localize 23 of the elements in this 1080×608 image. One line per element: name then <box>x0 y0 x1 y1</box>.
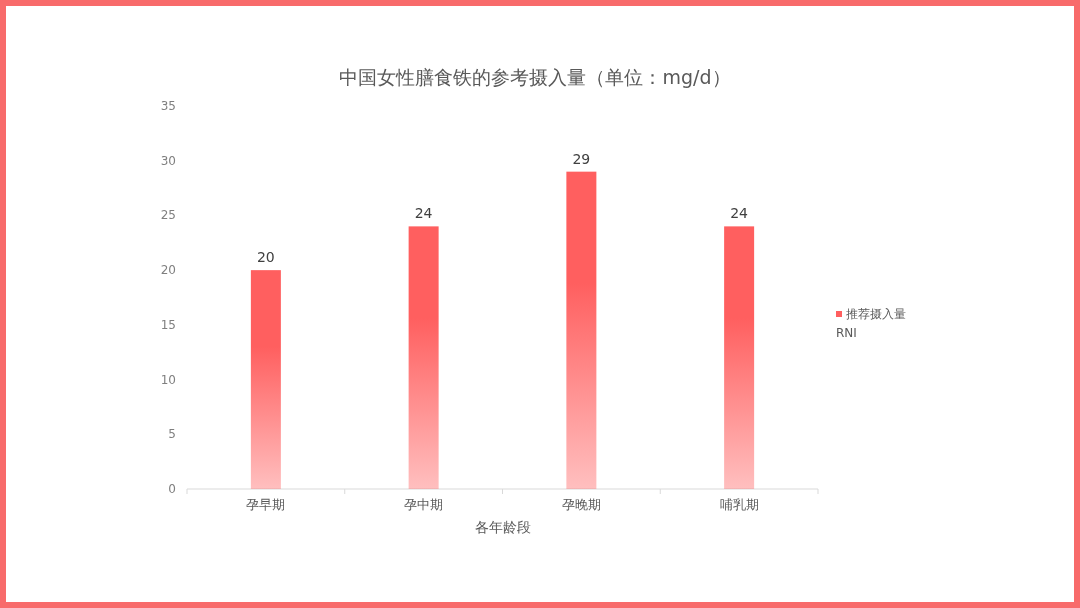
y-tick-label: 0 <box>168 482 176 496</box>
chart-title: 中国女性膳食铁的参考摄入量（单位：mg/d） <box>339 66 731 88</box>
x-tick-label: 孕早期 <box>246 497 286 512</box>
data-label: 24 <box>414 205 433 222</box>
x-tick-label: 哺乳期 <box>719 497 759 512</box>
y-tick-label: 5 <box>168 427 176 442</box>
x-tick-label: 孕晚期 <box>561 497 601 512</box>
legend-label: 推荐摄入量 RNI <box>836 307 906 340</box>
bar <box>566 171 597 489</box>
x-tick-label: 孕中期 <box>404 497 444 512</box>
data-label: 20 <box>256 249 275 266</box>
y-tick-label: 15 <box>160 317 176 332</box>
x-axis-title: 各年龄段 <box>474 519 531 535</box>
data-label: 29 <box>572 150 591 167</box>
y-tick-label: 10 <box>160 372 176 387</box>
y-tick-label: 35 <box>160 99 176 113</box>
bar <box>250 270 281 489</box>
data-label: 24 <box>730 205 749 222</box>
bar <box>408 226 439 489</box>
bar <box>724 226 755 489</box>
y-tick-label: 20 <box>160 263 176 278</box>
y-tick-label: 25 <box>160 208 176 223</box>
y-tick-label: 30 <box>160 153 176 168</box>
